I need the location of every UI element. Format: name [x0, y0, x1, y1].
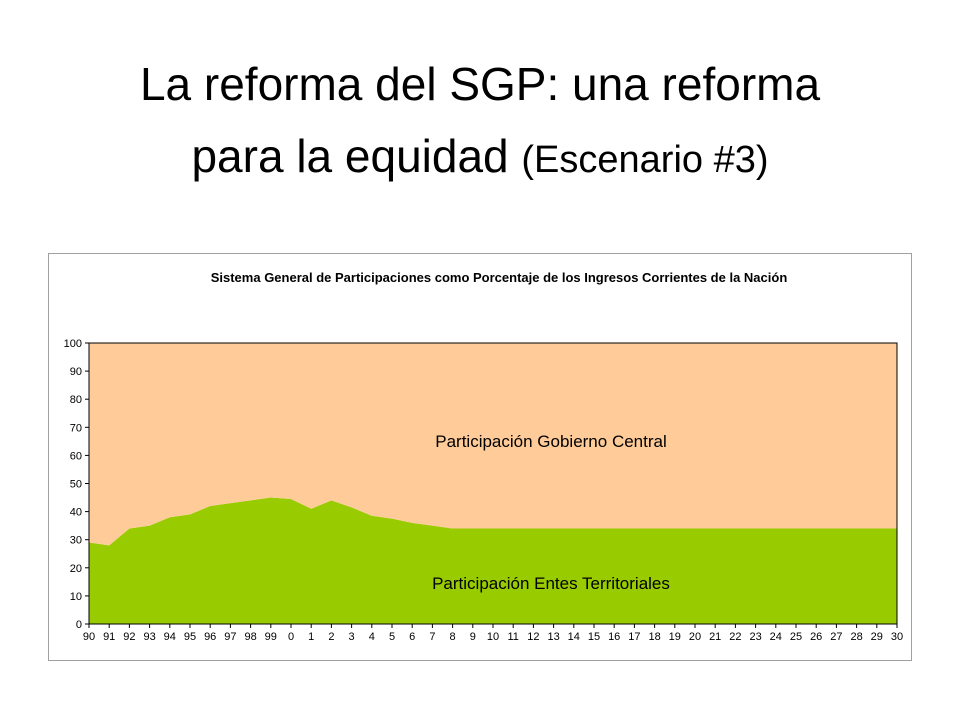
x-tick-label: 90 [83, 631, 95, 643]
x-tick-label: 3 [349, 631, 355, 643]
x-tick-label: 91 [103, 631, 115, 643]
x-tick-label: 0 [288, 631, 294, 643]
y-tick-label: 20 [70, 563, 82, 575]
x-tick-label: 2 [328, 631, 334, 643]
slide-title-main: para la equidad [191, 130, 509, 182]
area-series-2 [89, 343, 897, 546]
x-tick-label: 20 [689, 631, 701, 643]
y-tick-label: 40 [70, 507, 82, 519]
x-tick-label: 26 [810, 631, 822, 643]
x-tick-label: 8 [450, 631, 456, 643]
x-tick-label: 9 [470, 631, 476, 643]
x-tick-label: 10 [487, 631, 499, 643]
chart-title: Sistema General de Participaciones como … [210, 270, 788, 285]
y-tick-label: 50 [70, 479, 82, 491]
x-tick-label: 96 [204, 631, 216, 643]
x-tick-label: 13 [547, 631, 559, 643]
x-tick-label: 29 [871, 631, 883, 643]
x-tick-label: 7 [429, 631, 435, 643]
x-tick-label: 11 [507, 631, 518, 643]
y-tick-label: 10 [70, 591, 82, 603]
chart-frame: Sistema General de Participaciones como … [48, 253, 912, 661]
x-tick-label: 27 [830, 631, 842, 643]
x-tick-label: 30 [891, 631, 903, 643]
x-tick-label: 28 [850, 631, 862, 643]
x-tick-label: 93 [143, 631, 155, 643]
x-tick-label: 99 [265, 631, 277, 643]
series-label-2: Participación Gobierno Central [435, 432, 667, 451]
y-tick-label: 80 [70, 394, 82, 406]
slide-title-line-2: para la equidad (Escenario #3) [0, 120, 960, 196]
x-tick-label: 6 [409, 631, 415, 643]
x-tick-label: 5 [389, 631, 395, 643]
slide-title-line-1: La reforma del SGP: una reforma [139, 58, 821, 110]
x-tick-label: 22 [729, 631, 741, 643]
x-tick-label: 92 [123, 631, 135, 643]
x-tick-label: 18 [648, 631, 660, 643]
x-tick-label: 25 [790, 631, 802, 643]
slide-title: La reforma del SGP: una reforma para la … [0, 48, 960, 196]
y-tick-label: 70 [70, 422, 82, 434]
x-tick-label: 24 [770, 631, 782, 643]
x-tick-label: 17 [628, 631, 640, 643]
x-tick-label: 16 [608, 631, 620, 643]
x-tick-label: 19 [669, 631, 681, 643]
x-tick-label: 1 [308, 631, 314, 643]
y-tick-label: 0 [76, 619, 82, 631]
x-tick-label: 23 [749, 631, 761, 643]
y-tick-label: 30 [70, 535, 82, 547]
x-tick-label: 21 [709, 631, 721, 643]
slide-title-scenario: (Escenario #3) [521, 139, 769, 181]
x-tick-label: 95 [184, 631, 196, 643]
x-tick-label: 4 [369, 631, 375, 643]
series-label-1: Participación Entes Territoriales [432, 574, 670, 593]
area-chart: Participación Entes Territoriales Partici… [64, 338, 903, 643]
x-tick-label: 12 [527, 631, 539, 643]
y-tick-label: 90 [70, 366, 82, 378]
y-tick-label: 100 [64, 338, 82, 350]
x-tick-label: 15 [588, 631, 600, 643]
x-tick-label: 94 [164, 631, 176, 643]
area-series-1 [89, 497, 897, 624]
x-tick-label: 98 [244, 631, 256, 643]
x-tick-label: 14 [568, 631, 580, 643]
x-tick-label: 97 [224, 631, 236, 643]
y-tick-label: 60 [70, 450, 82, 462]
